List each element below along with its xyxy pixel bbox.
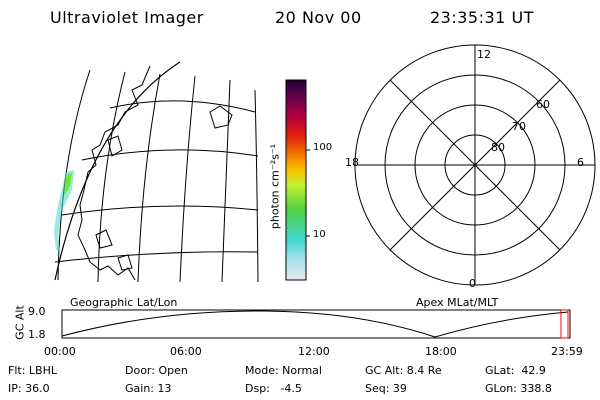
gain-readout: Gain: 13 — [125, 382, 172, 395]
parallel-line — [109, 100, 256, 113]
polar-axis — [389, 79, 561, 251]
meridian-line — [254, 89, 259, 283]
parallel-line — [81, 149, 259, 161]
glon-readout: GLon: 338.8 — [485, 382, 552, 395]
door-readout: Door: Open — [125, 364, 188, 377]
meridian-line — [97, 71, 126, 283]
glat-readout: GLat: 42.9 — [485, 364, 546, 377]
coastline-island — [209, 105, 233, 129]
coastline-island — [107, 135, 123, 157]
altitude-xtick: 23:59 — [551, 345, 583, 358]
current-time-marker — [560, 309, 569, 339]
polar-plot-label: Apex MLat/MLT — [416, 296, 499, 309]
altitude-curve — [61, 310, 569, 338]
filter-readout: Flt: LBHL — [8, 364, 57, 377]
meridian-line — [179, 75, 196, 283]
ip-readout: IP: 36.0 — [8, 382, 50, 395]
altitude-xtick: 12:00 — [298, 345, 330, 358]
app-title: Ultraviolet Imager — [50, 8, 204, 27]
parallel-line — [54, 251, 259, 263]
mlt-label-12: 12 — [477, 48, 491, 61]
mlt-label-18: 18 — [345, 156, 359, 169]
mlat-label-70: 70 — [512, 120, 526, 133]
mlt-label-6: 6 — [577, 156, 584, 169]
altitude-ylabel: GC Alt — [13, 305, 27, 340]
coastline — [77, 65, 151, 281]
meridian-line — [221, 79, 231, 283]
gc-alt-readout: GC Alt: 8.4 Re — [365, 364, 442, 377]
coastline-island — [117, 254, 133, 271]
colorbar-scale — [285, 79, 307, 281]
colorbar-tick-100: 100 — [313, 142, 333, 153]
mode-readout: Mode: Normal — [245, 364, 322, 377]
altitude-xtick: 06:00 — [170, 345, 202, 358]
earth-limb — [54, 61, 181, 281]
dsp-readout: Dsp: -4.5 — [245, 382, 302, 395]
altitude-plot-frame — [61, 309, 571, 339]
time-label: 23:35:31 UT — [430, 8, 534, 27]
geo-map-label: Geographic Lat/Lon — [70, 296, 178, 309]
altitude-xtick: 18:00 — [425, 345, 457, 358]
colorbar-tick-10: 10 — [313, 229, 326, 240]
altitude-xtick: 00:00 — [44, 345, 76, 358]
coastline-island — [95, 229, 113, 249]
mlat-label-80: 80 — [491, 141, 505, 154]
parallel-line — [61, 205, 259, 216]
seq-readout: Seq: 39 — [365, 382, 407, 395]
mlt-label-0: 0 — [469, 277, 476, 290]
altitude-ytick-9: 9.0 — [28, 305, 46, 318]
aurora-emission — [54, 170, 74, 252]
date-label: 20 Nov 00 — [275, 8, 362, 27]
mlat-label-60: 60 — [536, 98, 550, 111]
altitude-ytick-1-8: 1.8 — [28, 328, 46, 341]
